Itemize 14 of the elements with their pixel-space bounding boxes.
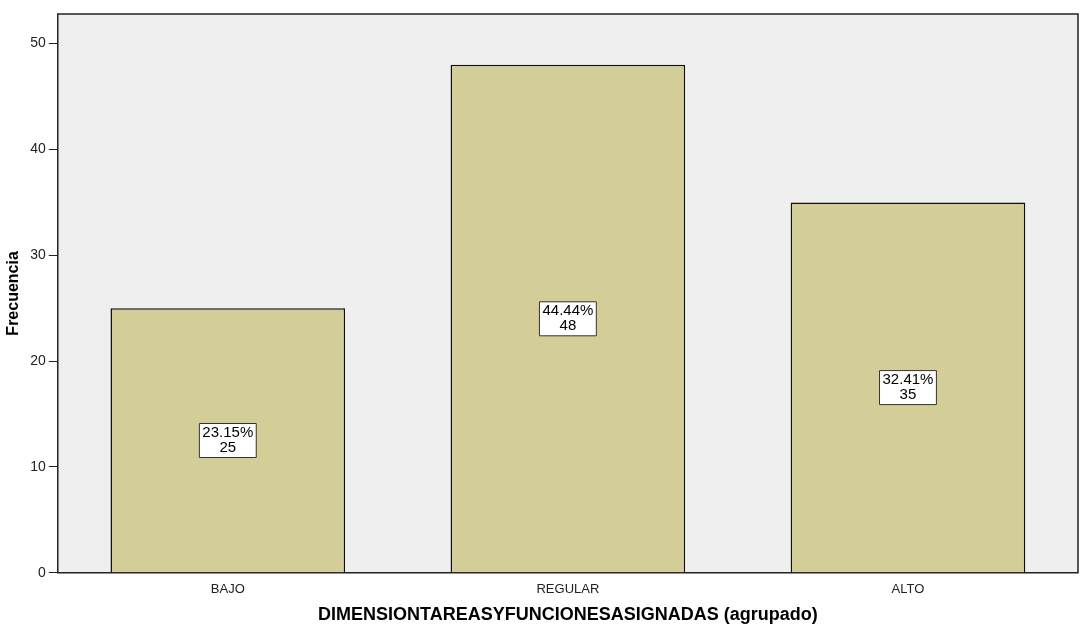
y-tick-label: 40 bbox=[30, 140, 46, 157]
x-tick-label: BAJO bbox=[210, 581, 245, 597]
y-tick-label: 20 bbox=[30, 351, 46, 368]
y-tick-label: 10 bbox=[30, 457, 46, 474]
x-tick-label: ALTO bbox=[891, 581, 925, 597]
y-tick-label: 30 bbox=[30, 246, 46, 263]
y-tick-label: 50 bbox=[30, 34, 46, 51]
x-tick-label: REGULAR bbox=[536, 581, 600, 597]
x-axis-title: DIMENSIONTAREASYFUNCIONESASIGNADAS (agrupado) bbox=[318, 604, 818, 625]
y-tick-label: 0 bbox=[37, 563, 46, 580]
data-label: 44.44% 48 bbox=[542, 301, 594, 334]
data-label: 23.15% 25 bbox=[202, 423, 254, 456]
data-label: 32.41% 35 bbox=[882, 370, 934, 403]
y-axis-title: Frecuencia bbox=[4, 251, 22, 336]
